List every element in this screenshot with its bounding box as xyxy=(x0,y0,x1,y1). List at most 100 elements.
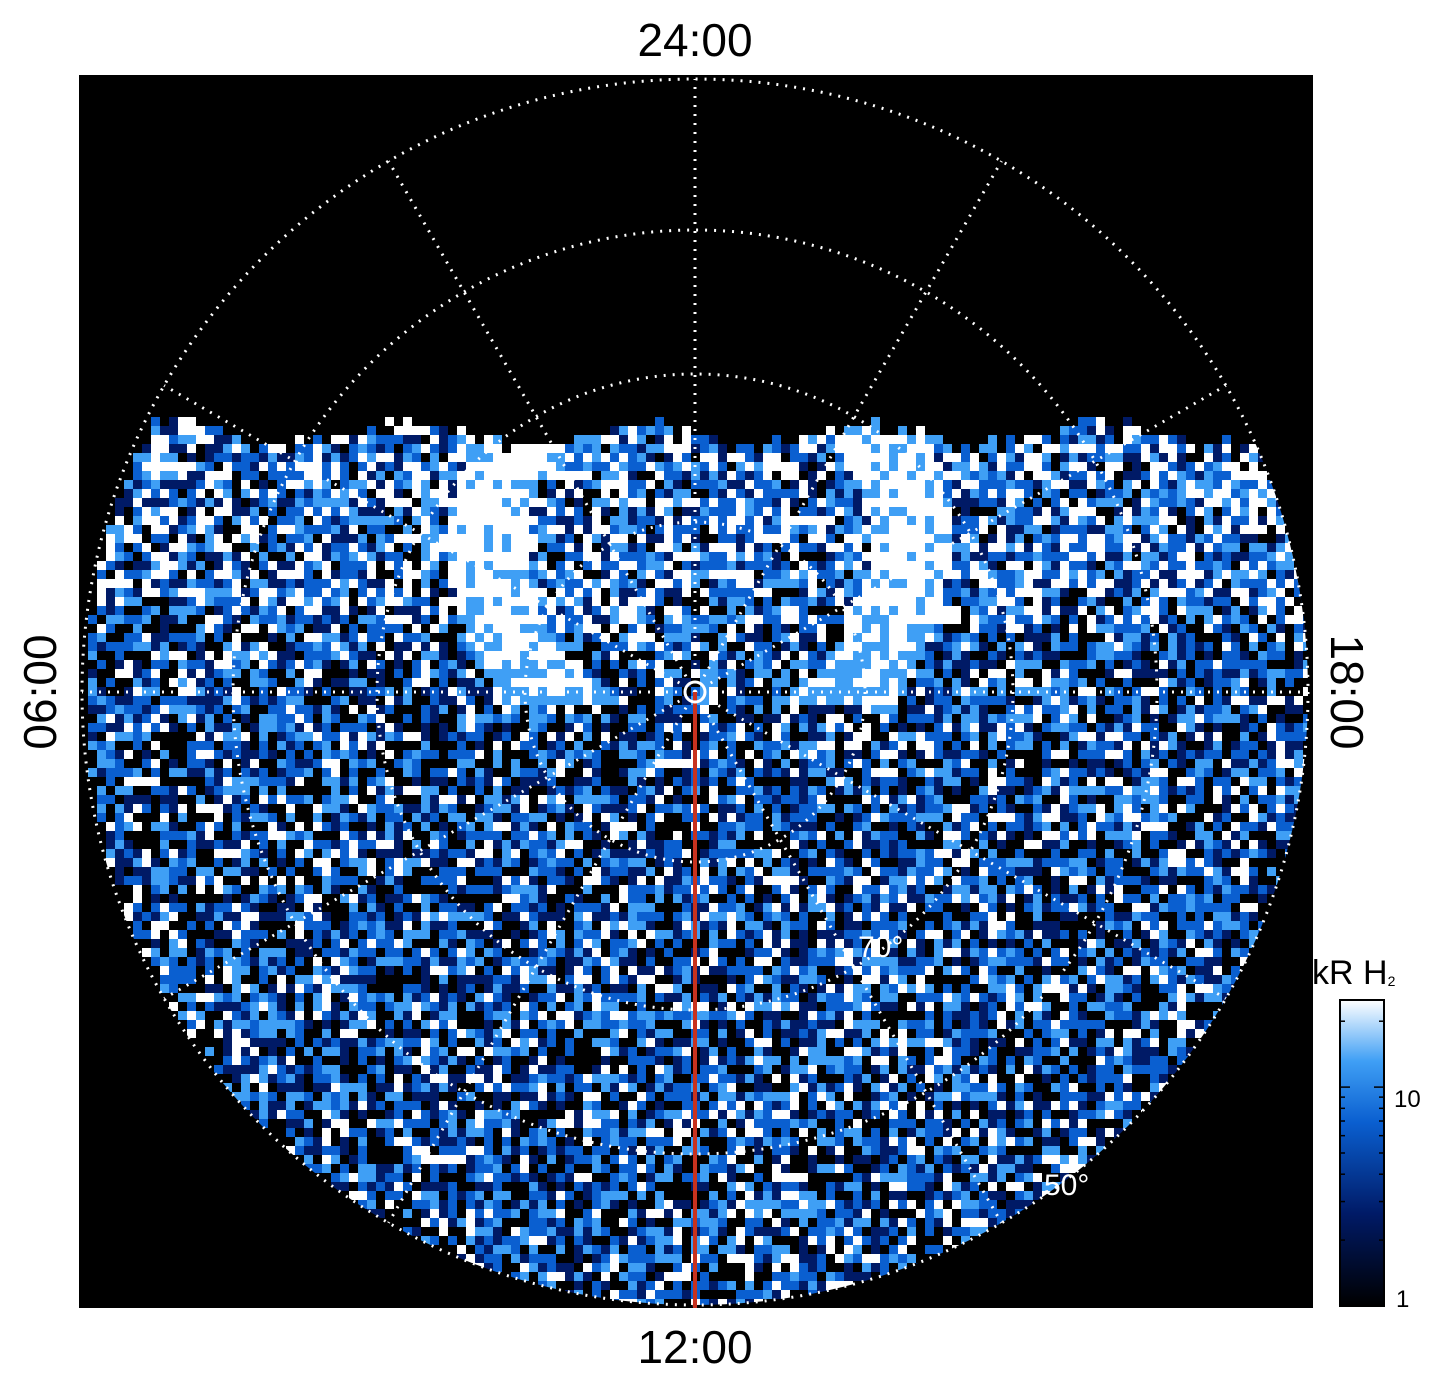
emission-cell xyxy=(601,660,610,669)
emission-cell xyxy=(961,669,970,678)
emission-cell xyxy=(466,741,475,750)
emission-cell xyxy=(835,696,844,705)
emission-cell xyxy=(916,633,925,642)
emission-cell xyxy=(826,705,835,714)
emission-cell xyxy=(205,705,214,714)
emission-cell xyxy=(979,660,988,669)
emission-cell xyxy=(295,633,304,642)
emission-cell xyxy=(709,741,718,750)
emission-cell xyxy=(178,696,187,705)
emission-cell xyxy=(358,723,367,732)
emission-cell xyxy=(250,768,259,777)
emission-cell xyxy=(124,741,133,750)
emission-cell xyxy=(1249,651,1258,660)
emission-cell xyxy=(151,687,160,696)
emission-cell xyxy=(115,714,124,723)
emission-cell xyxy=(763,714,772,723)
emission-cell xyxy=(1132,633,1141,642)
emission-cell xyxy=(664,624,673,633)
emission-cell xyxy=(556,714,565,723)
emission-cell xyxy=(1258,633,1267,642)
emission-cell xyxy=(223,687,232,696)
emission-cell xyxy=(331,669,340,678)
emission-cell xyxy=(997,651,1006,660)
emission-cell xyxy=(1285,678,1294,687)
emission-cell xyxy=(646,651,655,660)
emission-cell xyxy=(601,624,610,633)
emission-cell xyxy=(736,651,745,660)
emission-cell xyxy=(430,759,439,768)
emission-cell xyxy=(340,660,349,669)
emission-cell xyxy=(322,660,331,669)
emission-cell xyxy=(1015,696,1024,705)
emission-cell xyxy=(349,714,358,723)
emission-cell xyxy=(421,741,430,750)
emission-cell xyxy=(1168,678,1177,687)
emission-cell xyxy=(574,678,583,687)
emission-cell xyxy=(484,633,493,642)
emission-cell xyxy=(772,669,781,678)
emission-cell xyxy=(772,750,781,759)
emission-cell xyxy=(736,759,745,768)
emission-cell xyxy=(1051,651,1060,660)
emission-cell xyxy=(547,768,556,777)
emission-cell xyxy=(538,687,547,696)
emission-cell xyxy=(160,642,169,651)
emission-cell xyxy=(763,750,772,759)
emission-cell xyxy=(601,678,610,687)
emission-cell xyxy=(1195,651,1204,660)
emission-cell xyxy=(907,651,916,660)
emission-cell xyxy=(403,759,412,768)
emission-cell xyxy=(232,705,241,714)
emission-cell xyxy=(1159,696,1168,705)
emission-cell xyxy=(394,687,403,696)
emission-cell xyxy=(196,678,205,687)
emission-cell xyxy=(1276,741,1285,750)
emission-cell xyxy=(250,714,259,723)
emission-cell xyxy=(1033,624,1042,633)
emission-cell xyxy=(610,741,619,750)
emission-cell xyxy=(1222,759,1231,768)
emission-cell xyxy=(1078,759,1087,768)
emission-cell xyxy=(844,642,853,651)
emission-cell xyxy=(898,750,907,759)
emission-cell xyxy=(403,642,412,651)
emission-cell xyxy=(196,750,205,759)
emission-cell xyxy=(1222,696,1231,705)
emission-cell xyxy=(268,696,277,705)
emission-cell xyxy=(1123,651,1132,660)
emission-cell xyxy=(1024,651,1033,660)
emission-cell xyxy=(745,741,754,750)
emission-cell xyxy=(817,696,826,705)
emission-cell xyxy=(1060,723,1069,732)
emission-cell xyxy=(295,723,304,732)
emission-cell xyxy=(97,750,106,759)
emission-cell xyxy=(1132,678,1141,687)
emission-cell xyxy=(907,660,916,669)
emission-cell xyxy=(1294,759,1303,768)
emission-cell xyxy=(412,705,421,714)
emission-cell xyxy=(376,759,385,768)
emission-cell xyxy=(421,759,430,768)
emission-cell xyxy=(799,669,808,678)
emission-cell xyxy=(1069,732,1078,741)
emission-cell xyxy=(169,768,178,777)
emission-cell xyxy=(385,669,394,678)
emission-cell xyxy=(952,714,961,723)
emission-cell xyxy=(1249,750,1258,759)
emission-cell xyxy=(412,624,421,633)
emission-cell xyxy=(322,723,331,732)
emission-cell xyxy=(682,669,691,678)
emission-cell xyxy=(718,759,727,768)
emission-cell xyxy=(313,642,322,651)
emission-cell xyxy=(1051,741,1060,750)
emission-cell xyxy=(799,732,808,741)
emission-cell xyxy=(1114,669,1123,678)
emission-cell xyxy=(556,687,565,696)
emission-cell xyxy=(511,759,520,768)
emission-cell xyxy=(610,705,619,714)
emission-cell xyxy=(718,723,727,732)
emission-cell xyxy=(1024,669,1033,678)
emission-cell xyxy=(628,633,637,642)
emission-cell xyxy=(151,642,160,651)
